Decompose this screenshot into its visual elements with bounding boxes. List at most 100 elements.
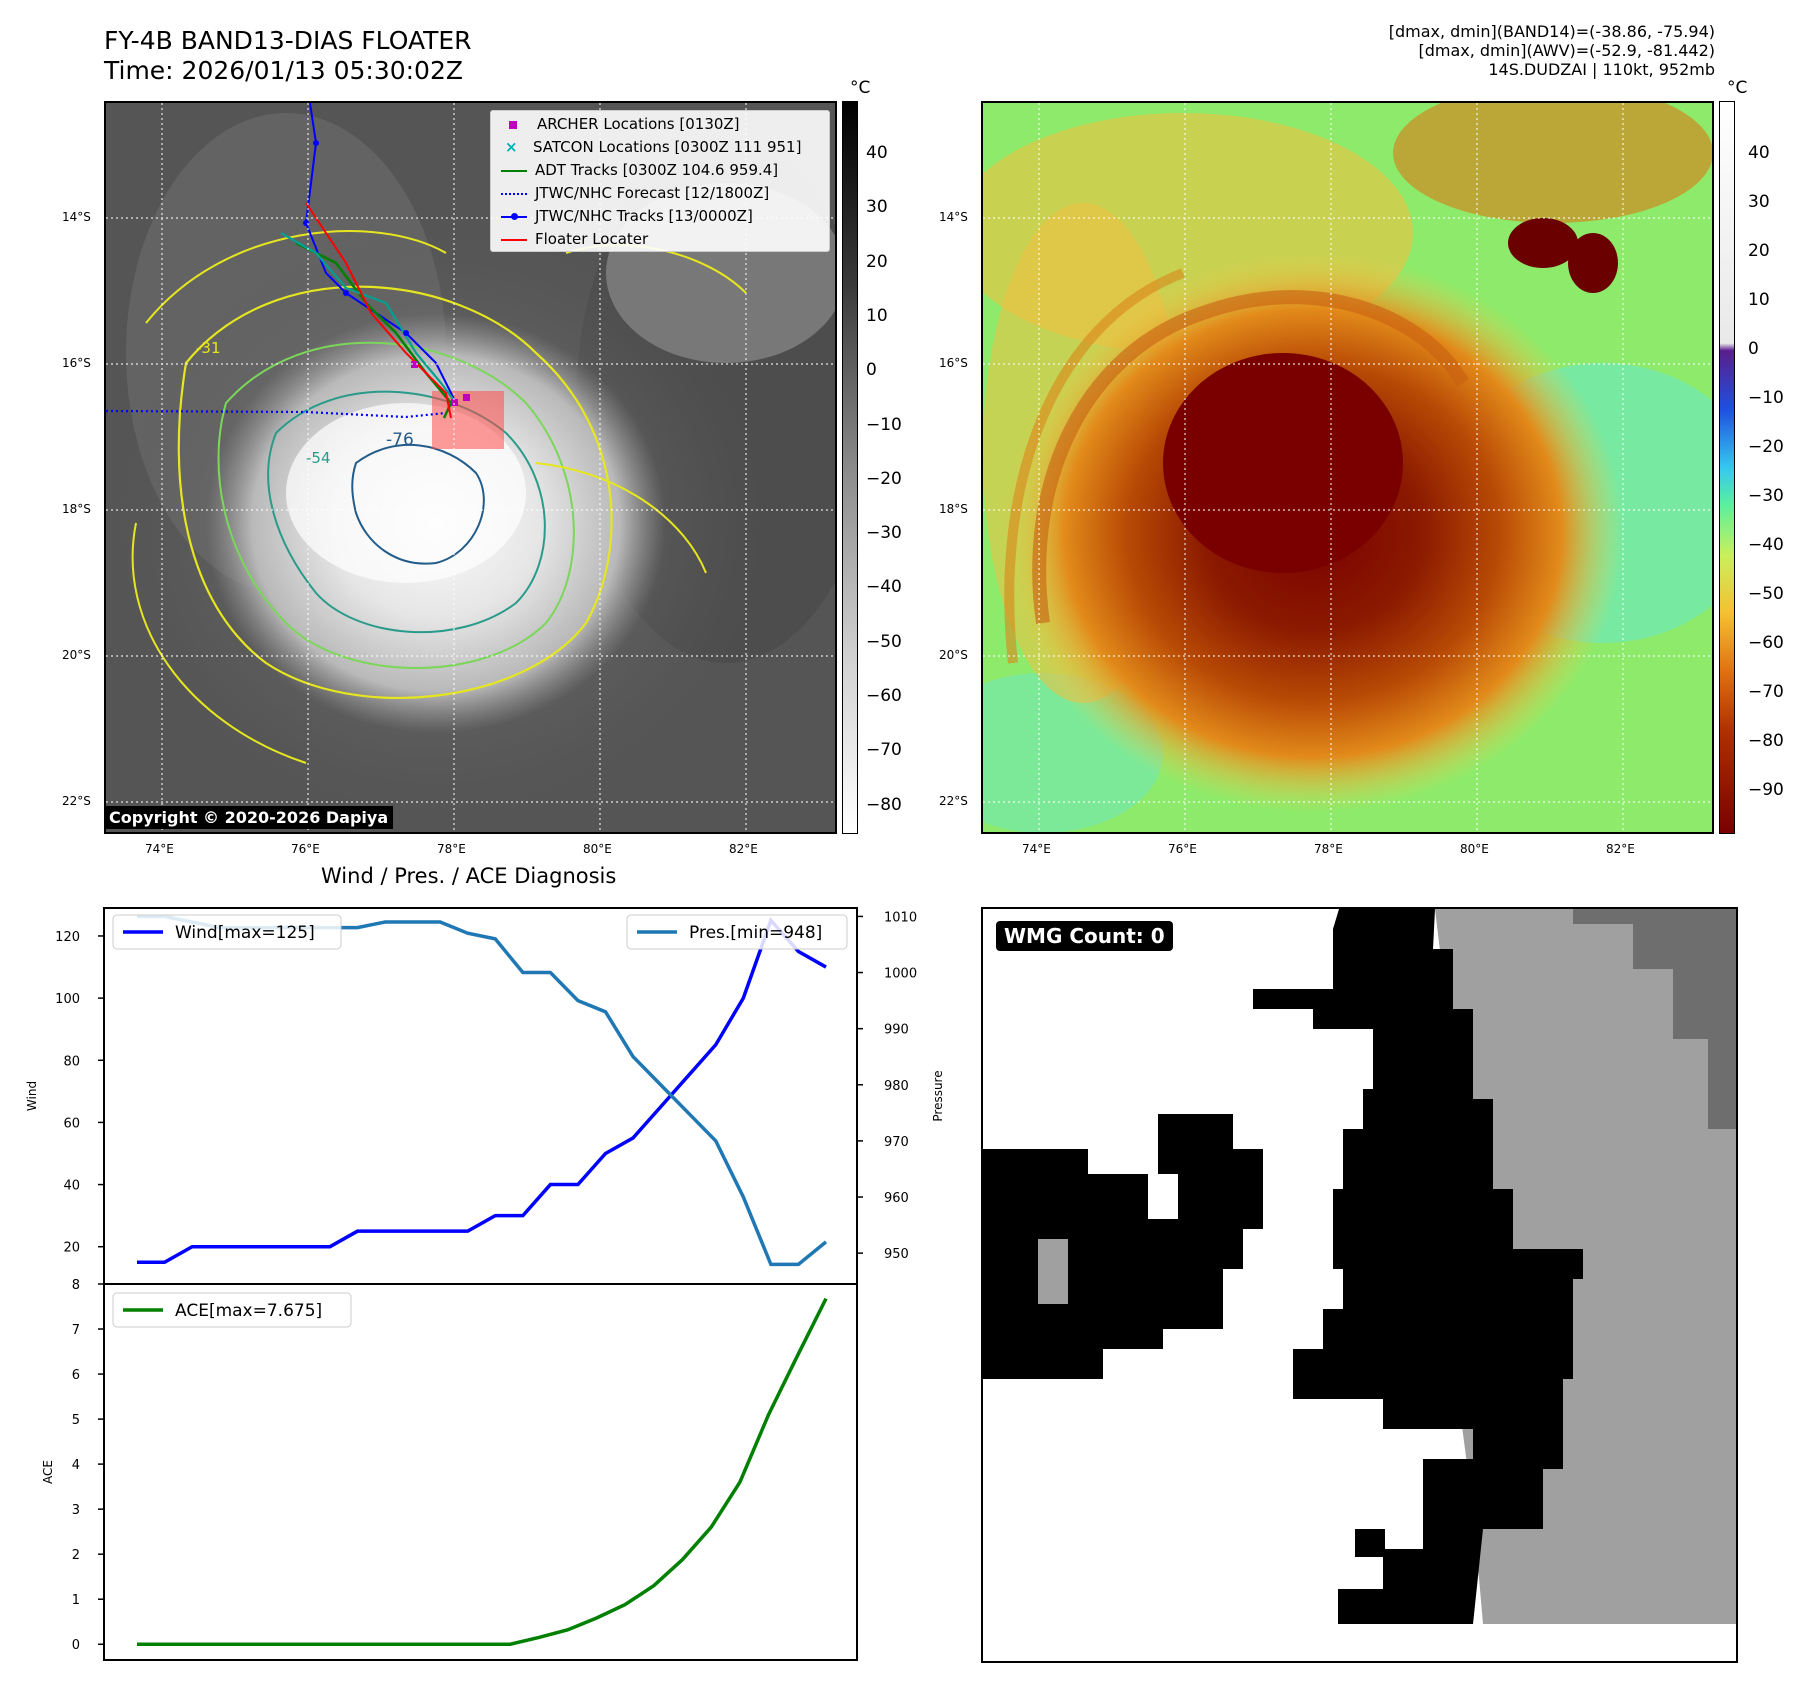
ace-tick-label: 8 [72,1278,80,1293]
wind-tick-label: 100 [55,992,80,1007]
colorbar-tick-label: −80 [866,794,902,815]
title-line-1: FY-4B BAND13-DIAS FLOATER [104,26,472,55]
pressure-tick-label: 980 [884,1079,909,1094]
colorbar-tick-label: −60 [866,686,902,706]
legend-item-jtwc-tracks: JTWC/NHC Tracks [13/0000Z] [501,207,753,225]
wind-tick-label: 80 [63,1054,80,1069]
colorbar-tick-label: −50 [1748,584,1784,604]
forecast-line-icon [501,192,527,195]
pressure-ylabel: Pressure [931,1070,945,1121]
wv-satellite-panel [981,101,1714,834]
wv-colorbar-unit: °C [1727,78,1748,98]
ace-axes [103,1283,858,1661]
contour-label-76: -76 [386,430,414,450]
colorbar-tick-label: 40 [1748,143,1770,163]
colorbar-tick-label: 0 [1748,339,1759,359]
colorbar-tick-label: −50 [866,631,902,652]
ir-lon-label: 80°E [583,842,612,856]
colorbar-tick-label: −30 [1748,486,1784,506]
legend-item-adt: ADT Tracks [0300Z 104.6 959.4] [501,161,778,179]
colorbar-tick-label: −30 [866,523,902,544]
pressure-legend: Pres.[min=948] [626,914,848,950]
colorbar-tick-label: 40 [866,143,888,163]
info-line-1: [dmax, dmin](BAND14)=(-38.86, -75.94) [1388,22,1715,41]
legend-item-archer: ARCHER Locations [0130Z] [501,115,740,133]
wind-tick-label: 20 [63,1241,80,1256]
pressure-tick-label: 950 [884,1247,909,1262]
ace-legend-label: ACE[max=7.675] [175,1301,322,1321]
legend-item-forecast: JTWC/NHC Forecast [12/1800Z] [501,184,769,202]
ace-ylabel: ACE [41,1460,55,1484]
floater-locater-line [305,202,452,419]
colorbar-tick-label: 20 [1748,241,1770,261]
wind-tick-label: 40 [63,1179,80,1194]
colorbar-tick-label: −20 [1748,437,1784,457]
colorbar-tick-label: −70 [866,740,902,761]
ace-legend: ACE[max=7.675] [112,1292,352,1328]
colorbar-tick-label: 10 [1748,290,1770,310]
ace-tick-label: 6 [72,1368,80,1383]
wv-lat-label: 22°S [939,794,968,808]
wind-series-line [137,917,827,1264]
jtwc-forecast-line [106,409,447,419]
wind-legend-label: Wind[max=125] [175,923,315,943]
colorbar-tick-label: −10 [1748,388,1784,408]
ir-lon-label: 74°E [145,842,174,856]
floater-line-icon [501,238,527,241]
wv-lat-label: 20°S [939,648,968,662]
info-line-2: [dmax, dmin](AWV)=(-52.9, -81.442) [1418,41,1715,60]
colorbar-tick-label: 20 [866,251,888,272]
ace-tick-label: 3 [72,1503,80,1518]
wind-tick-label: 60 [63,1116,80,1131]
wv-lon-label: 80°E [1460,842,1489,856]
pressure-tick-label: 990 [884,1023,909,1038]
colorbar-tick-label: −70 [1748,682,1784,702]
colorbar-tick-label: −90 [1748,780,1784,800]
ir-lon-label: 82°E [729,842,758,856]
wv-lon-label: 82°E [1606,842,1635,856]
ace-tick-label: 7 [72,1323,80,1338]
wmg-panel [981,907,1738,1663]
title-block: FY-4B BAND13-DIAS FLOATER Time: 2026/01/… [104,26,472,86]
info-line-3: 14S.DUDZAI | 110kt, 952mb [1488,60,1715,79]
wmg-image [983,909,1736,1661]
wv-lat-label: 18°S [939,502,968,516]
wv-colorbar [1719,101,1735,834]
wv-lat-label: 14°S [939,210,968,224]
pressure-tick-label: 1010 [884,910,917,925]
contour-label-31: -31 [196,339,221,357]
wmg-count-badge: WMG Count: 0 [996,921,1173,951]
colorbar-tick-label: −60 [1748,633,1784,653]
ace-tick-label: 1 [72,1593,80,1608]
wv-lon-label: 78°E [1314,842,1343,856]
ir-lon-label: 78°E [437,842,466,856]
pressure-tick-label: 970 [884,1135,909,1150]
pressure-tick-label: 1000 [884,967,917,982]
ace-tick-label: 2 [72,1548,80,1563]
colorbar-tick-label: 0 [866,360,877,381]
ir-satellite-panel: -31 -54 -76 ARCHER Locations [0130Z] × SA… [104,101,837,834]
colorbar-tick-label: −40 [866,577,902,598]
ir-lat-label: 16°S [62,356,91,370]
title-line-2: Time: 2026/01/13 05:30:02Z [104,56,463,85]
legend-item-floater: Floater Locater [501,230,648,248]
wv-lon-label: 74°E [1022,842,1051,856]
wv-image [983,103,1712,832]
wind-tick-label: 120 [55,930,80,945]
ace-tick-label: 5 [72,1413,80,1428]
ir-lat-label: 14°S [62,210,91,224]
ace-series-line [137,1297,828,1646]
legend-item-satcon: × SATCON Locations [0300Z 111 951] [505,138,802,156]
wv-lat-label: 16°S [939,356,968,370]
pressure-series-line [137,914,828,1267]
colorbar-tick-label: −80 [1748,731,1784,751]
satcon-marker-icon: × [505,138,518,156]
ace-tick-label: 4 [72,1458,80,1473]
colorbar-tick-label: −40 [1748,535,1784,555]
colorbar-tick-label: −10 [866,414,902,435]
copyright-notice: Copyright © 2020-2026 Dapiya [104,806,394,829]
jtwc-track-icon [501,212,527,220]
ir-colorbar [842,101,858,834]
colorbar-tick-label: 30 [866,197,888,218]
